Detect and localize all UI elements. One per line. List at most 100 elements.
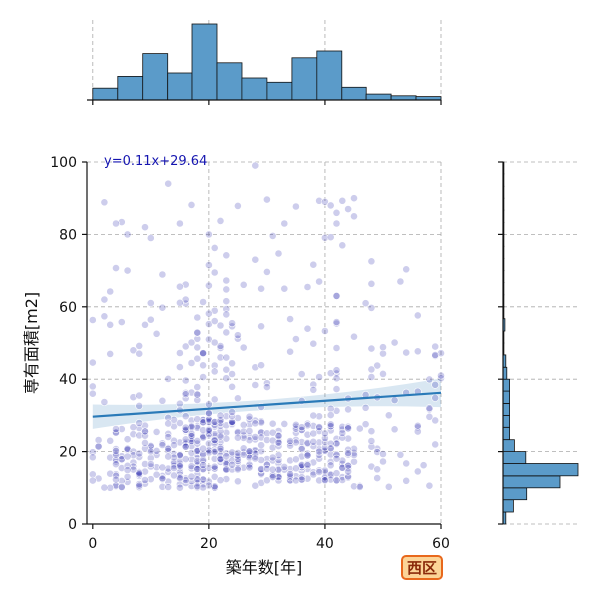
- scatter-point-86: [379, 343, 387, 352]
- scatter-point-30: [367, 373, 376, 381]
- scatter-point-87: [164, 467, 173, 476]
- scatter-point-747: [425, 404, 434, 413]
- scatter-point-194: [106, 469, 115, 478]
- scatter-point-609: [268, 473, 277, 481]
- scatter-point-621: [228, 412, 236, 421]
- scatter-point-276: [129, 451, 138, 460]
- scatter-point-157: [199, 361, 207, 370]
- x-tick-label-2: 40: [316, 536, 334, 552]
- scatter-point-313: [193, 423, 202, 432]
- scatter-point-462: [233, 465, 242, 474]
- scatter-point-640: [204, 261, 213, 269]
- scatter-point-588: [291, 438, 300, 447]
- scatter-point-668: [228, 408, 236, 416]
- y-hist-bar-3: [502, 475, 561, 489]
- scatter-point-447: [222, 412, 231, 421]
- scatter-point-339: [158, 474, 167, 483]
- scatter-point-3: [373, 361, 382, 370]
- regression-equation: y=0.11x+29.64: [104, 154, 207, 169]
- scatter-point-680: [117, 218, 126, 226]
- scatter-point-461: [239, 450, 248, 459]
- scatter-point-444: [210, 462, 219, 471]
- scatter-point-17: [228, 370, 236, 378]
- scatter-point-34: [117, 318, 126, 326]
- x-hist-bar-6: [241, 77, 268, 101]
- scatter-point-714: [233, 201, 242, 210]
- scatter-point-330: [170, 453, 178, 462]
- scatter-point-465: [222, 452, 231, 461]
- x-hist-bar-11: [365, 93, 392, 101]
- axes: 0 20 40 60 0 20 40 60 80 100: [50, 99, 504, 552]
- scatter-point-179: [373, 474, 382, 482]
- scatter-point-605: [332, 469, 341, 478]
- scatter-point-297: [199, 483, 207, 492]
- scatter-point-305: [123, 452, 132, 461]
- y-tick-label-5: 100: [50, 155, 77, 171]
- scatter-point-518: [326, 461, 335, 470]
- scatter-point-256: [170, 441, 178, 449]
- scatter-point-652: [222, 310, 231, 319]
- scatter-point-470: [350, 448, 358, 457]
- scatter-point-139: [100, 398, 109, 406]
- scatter-point-170: [233, 331, 242, 340]
- scatter-point-475: [286, 476, 294, 485]
- scatter-point-335: [164, 433, 173, 441]
- scatter-point-204: [175, 464, 184, 473]
- scatter-point-692: [175, 282, 184, 291]
- scatter-point-699: [286, 315, 294, 323]
- scatter-point-234: [158, 482, 167, 491]
- scatter-point-39: [379, 349, 387, 358]
- scatter-point-687: [315, 277, 323, 286]
- scatter-point-278: [199, 475, 207, 484]
- scatter-point-368: [222, 434, 231, 443]
- scatter-point-2: [152, 329, 161, 338]
- scatter-point-723: [100, 295, 109, 304]
- scatter-point-657: [216, 342, 225, 350]
- scatter-point-653: [222, 285, 231, 294]
- scatter-point-397: [181, 442, 190, 451]
- scatter-point-25: [280, 419, 289, 428]
- scatter-point-262: [117, 452, 126, 461]
- scatter-point-311: [193, 475, 202, 484]
- scatter-point-534: [291, 455, 300, 464]
- scatter-point-317: [216, 476, 225, 485]
- scatter-point-159: [100, 312, 109, 321]
- scatter-point-607: [303, 451, 312, 460]
- scatter-point-667: [187, 388, 196, 397]
- scatter-point-443: [233, 449, 242, 457]
- scatter-point-533: [350, 444, 358, 453]
- scatter-point-469: [199, 418, 207, 427]
- scatter-point-401: [204, 430, 213, 439]
- scatter-point-1: [437, 374, 445, 383]
- scatter-point-589: [303, 449, 312, 458]
- y-hist-bar-11: [502, 378, 510, 392]
- scatter-point-721: [88, 389, 97, 398]
- scatter-point-90: [303, 324, 312, 333]
- scatter-point-501: [309, 421, 318, 430]
- scatter-point-213: [146, 475, 155, 484]
- scatter-point-601: [332, 476, 341, 485]
- y-hist-bar-4: [502, 463, 579, 477]
- y-hist-bar-10: [502, 390, 510, 404]
- scatter-point-665: [193, 383, 202, 391]
- x-hist-bar-4: [191, 23, 218, 101]
- scatter-point-553: [315, 438, 323, 447]
- scatter-point-61: [373, 448, 382, 456]
- scatter-point-300: [216, 422, 225, 430]
- y-tick-label-1: 20: [59, 445, 77, 461]
- scatter-point-308: [175, 451, 184, 460]
- scatter-point-689: [303, 283, 312, 291]
- y-hist-bar-6: [502, 439, 515, 453]
- scatter-point-700: [216, 216, 225, 225]
- scatter-point-100: [425, 375, 434, 384]
- grid-lines: [87, 20, 578, 525]
- scatter-point-197: [164, 419, 173, 428]
- scatter-point-62: [344, 405, 352, 414]
- scatter-point-181: [152, 427, 161, 436]
- scatter-point-706: [291, 202, 300, 211]
- y-axis-title: 専有面積[m2]: [22, 292, 41, 394]
- scatter-point-728: [141, 223, 149, 232]
- scatter-point-174: [309, 411, 318, 420]
- scatter-point-712: [332, 208, 341, 217]
- scatter-point-458: [239, 433, 248, 442]
